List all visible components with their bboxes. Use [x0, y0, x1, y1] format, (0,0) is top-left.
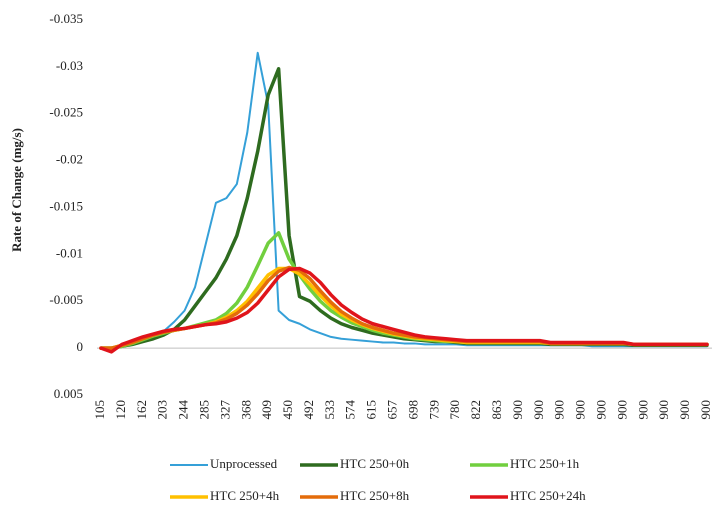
series-line: [99, 67, 709, 350]
series-line: [100, 51, 708, 350]
legend-label: HTC 250+1h: [510, 456, 580, 471]
x-tick-label: 739: [426, 400, 441, 420]
y-tick-label: -0.02: [56, 152, 83, 167]
x-tick-label: 285: [196, 400, 211, 420]
x-tick-label: 900: [510, 400, 525, 420]
x-tick-label: 900: [656, 400, 671, 420]
x-tick-label: 120: [113, 400, 128, 420]
y-tick-label: 0: [77, 339, 84, 354]
x-tick-label: 533: [322, 400, 337, 420]
y-tick-label: -0.025: [49, 105, 83, 120]
x-tick-label: 327: [217, 400, 232, 420]
x-tick-label: 900: [677, 400, 692, 420]
y-tick-label: -0.03: [56, 58, 83, 73]
y-tick-label: -0.035: [49, 11, 83, 26]
y-tick-label: 0.005: [54, 386, 83, 401]
x-tick-label: 780: [447, 400, 462, 420]
x-tick-label: 409: [259, 400, 274, 420]
x-tick-label: 900: [552, 400, 567, 420]
x-tick-label: 900: [531, 400, 546, 420]
x-tick-label: 574: [343, 400, 358, 420]
x-tick-label: 900: [614, 400, 629, 420]
legend-label: HTC 250+4h: [210, 488, 280, 503]
x-tick-label: 900: [594, 400, 609, 420]
legend-label: HTC 250+0h: [340, 456, 410, 471]
x-tick-label: 203: [155, 400, 170, 420]
legend-label: HTC 250+24h: [510, 488, 586, 503]
x-tick-label: 492: [301, 400, 316, 420]
x-tick-label: 698: [405, 400, 420, 420]
x-tick-label: 900: [635, 400, 650, 420]
legend-label: HTC 250+8h: [340, 488, 410, 503]
x-tick-label: 105: [92, 400, 107, 420]
y-tick-label: -0.015: [49, 198, 83, 213]
x-tick-label: 244: [176, 400, 191, 420]
series-line: [99, 266, 709, 354]
legend-label: Unprocessed: [210, 456, 278, 471]
x-tick-label: 900: [573, 400, 588, 420]
x-tick-label: 162: [134, 400, 149, 420]
y-tick-label: -0.005: [49, 292, 83, 307]
x-tick-label: 368: [238, 400, 253, 420]
y-tick-label: -0.01: [56, 245, 83, 260]
x-tick-label: 900: [698, 400, 712, 420]
x-tick-label: 615: [364, 400, 379, 420]
x-tick-label: 863: [489, 400, 504, 420]
x-tick-label: 822: [468, 400, 483, 420]
x-tick-label: 450: [280, 400, 295, 420]
y-axis-label: Rate of Change (mg/s): [9, 128, 24, 252]
x-tick-label: 657: [385, 400, 400, 420]
